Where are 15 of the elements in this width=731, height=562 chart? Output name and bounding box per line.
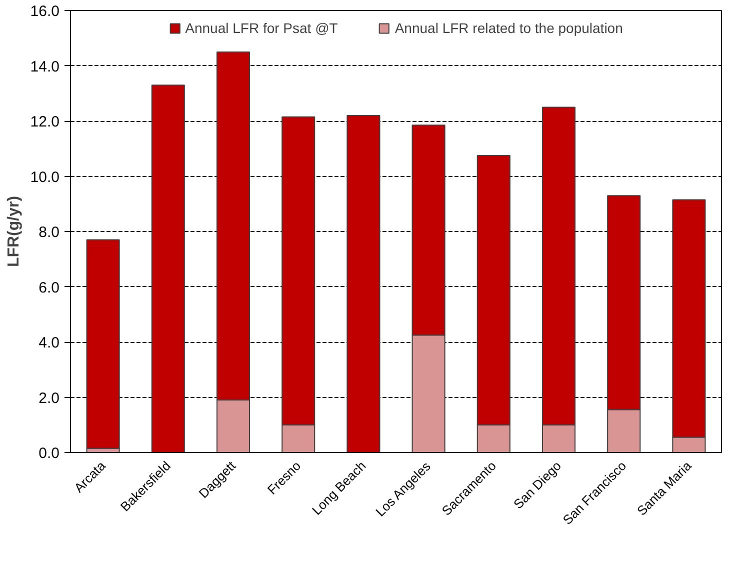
y-tick-label: 8.0: [38, 224, 60, 241]
bar: [151, 84, 185, 452]
y-tick-label: 2.0: [38, 390, 60, 407]
y-tick-label: 10.0: [30, 168, 60, 186]
bar: [86, 239, 120, 449]
y-tick-label: 12.0: [30, 114, 60, 130]
y-tick-label: 16.0: [30, 3, 60, 20]
y-tick-label: 6.0: [38, 279, 60, 296]
bar: [346, 114, 380, 452]
y-axis-title: LFR(g/yr): [5, 196, 22, 268]
legend-label: Annual LFR related to the population: [394, 20, 623, 36]
y-tick-label: 4.0: [38, 334, 60, 352]
y-tick-label: 14.0: [30, 58, 60, 76]
y-tick-label: 0.0: [38, 445, 60, 462]
legend-label: Annual LFR for Psat @T: [185, 20, 338, 36]
